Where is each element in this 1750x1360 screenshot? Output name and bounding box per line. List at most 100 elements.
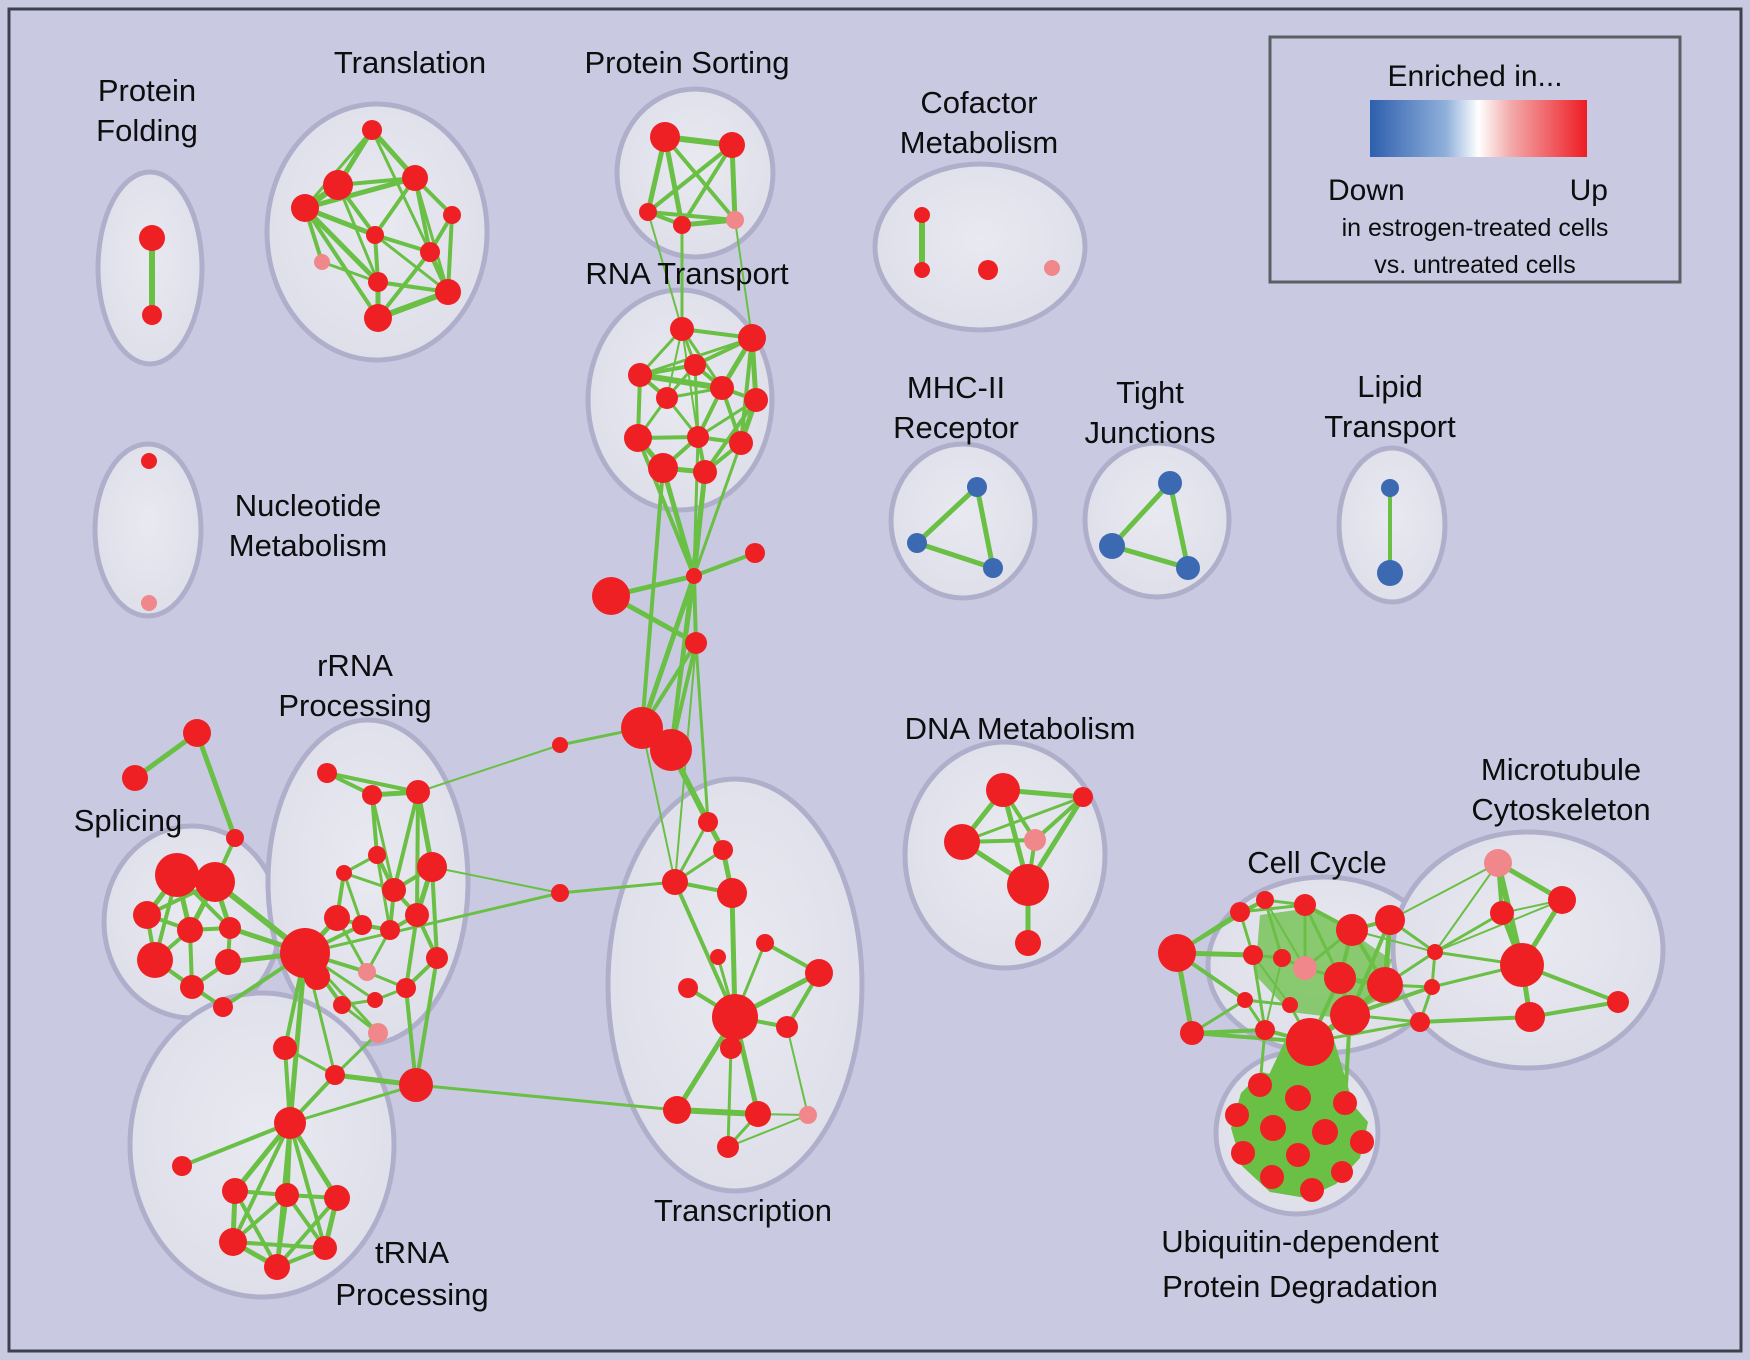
network-node [382, 878, 406, 902]
network-node [656, 387, 678, 409]
network-edge [1251, 953, 1267, 1032]
network-edge [333, 1031, 380, 1077]
network-edge [1109, 480, 1173, 549]
network-edge [703, 398, 758, 474]
network-node [944, 824, 980, 860]
network-node [396, 978, 416, 998]
network-node [122, 765, 148, 791]
network-node [713, 840, 733, 860]
network-node [719, 132, 745, 158]
network-node [628, 363, 652, 387]
network-node [172, 1156, 192, 1176]
network-node [1548, 886, 1576, 914]
network-edge [914, 484, 980, 546]
network-node [304, 964, 330, 990]
network-edge [302, 205, 381, 285]
labels-layer: Protein Folding Translation Protein Sorting… [74, 45, 1651, 1312]
network-node [907, 533, 927, 553]
network-node [1300, 1178, 1324, 1202]
network-edge [558, 880, 677, 895]
network-edge [303, 891, 562, 955]
network-edge [430, 865, 439, 960]
network-node [219, 917, 241, 939]
network-node [364, 304, 392, 332]
network-edge [694, 641, 710, 824]
cluster-label-translation: Translation [334, 45, 486, 80]
network-node [738, 324, 766, 352]
cluster-ellipse-cofactor-metabolism [872, 161, 1088, 333]
network-edge [415, 790, 420, 917]
legend-up-label: Up [1570, 174, 1608, 207]
network-node [264, 1254, 290, 1280]
network-node [183, 719, 211, 747]
network-node [978, 260, 998, 280]
network-node [1294, 894, 1316, 916]
cluster-label-rrna-processing: rRNA Processing [278, 648, 431, 723]
network-node [317, 763, 337, 783]
cluster-label-rna-transport: RNA Transport [585, 256, 789, 291]
network-node [222, 1178, 248, 1204]
network-node [1237, 992, 1253, 1008]
network-edge [275, 1196, 339, 1269]
network-node [1515, 1002, 1545, 1032]
network-edge [287, 950, 308, 1126]
network-node [368, 1023, 388, 1043]
cluster-label-protein-sorting: Protein Sorting [584, 45, 789, 80]
network-edge [960, 795, 1085, 844]
cluster-label-cofactor-metabolism: Cofactor Metabolism [900, 85, 1059, 160]
network-node [274, 1107, 306, 1139]
network-edge [370, 793, 396, 892]
legend-down-label: Down [1328, 174, 1405, 207]
network-edge [680, 143, 734, 227]
network-edge [726, 1046, 733, 1149]
network-node [717, 878, 747, 908]
network-node [710, 949, 726, 965]
figure-border [7, 7, 1743, 1353]
network-edge [647, 211, 683, 330]
network-edge [431, 866, 561, 894]
network-node [624, 424, 652, 452]
network-node [406, 780, 430, 804]
network-node [1255, 1020, 1275, 1040]
network-edge [693, 363, 700, 439]
network-node [380, 920, 400, 940]
legend: Enriched in... Down Up in estrogen-treat… [1268, 35, 1682, 284]
network-edge [660, 465, 697, 579]
network-edge [641, 727, 676, 883]
network-node [1158, 471, 1182, 495]
network-node [717, 1136, 739, 1158]
network-edge [727, 1114, 809, 1148]
network-edge [1264, 957, 1283, 1031]
cluster-ellipse-mhc-ii-receptor [888, 441, 1038, 601]
network-node [420, 242, 440, 262]
cluster-label-ubiquitin-degradation: Ubiquitin-dependent Protein Degradation [1161, 1224, 1439, 1304]
network-edge [974, 484, 996, 571]
cluster-ellipse-nucleotide-metabolism [92, 441, 204, 619]
cluster-ellipse-dna-metabolism [902, 739, 1108, 971]
network-node [684, 354, 706, 376]
network-edge [739, 336, 754, 445]
network-node [799, 1106, 817, 1124]
network-edge [663, 135, 737, 222]
network-edge [303, 206, 380, 320]
network-edge [1389, 862, 1499, 921]
network-node [399, 1068, 433, 1102]
network-node [1424, 979, 1440, 995]
network-node [323, 170, 353, 200]
network-node [1333, 1091, 1357, 1115]
network-node [402, 165, 428, 191]
network-node [685, 632, 707, 654]
network-node [180, 975, 204, 999]
network-node [1331, 1161, 1353, 1183]
network-node [663, 1096, 691, 1124]
network-node [443, 206, 461, 224]
network-node [726, 211, 744, 229]
legend-box [1268, 35, 1682, 284]
network-node [367, 992, 383, 1008]
network-node [1256, 891, 1274, 909]
network-node [273, 1036, 297, 1060]
network-node [1324, 962, 1356, 994]
network-node [776, 1016, 798, 1038]
network-node [650, 729, 692, 771]
network-edge [231, 1240, 327, 1250]
